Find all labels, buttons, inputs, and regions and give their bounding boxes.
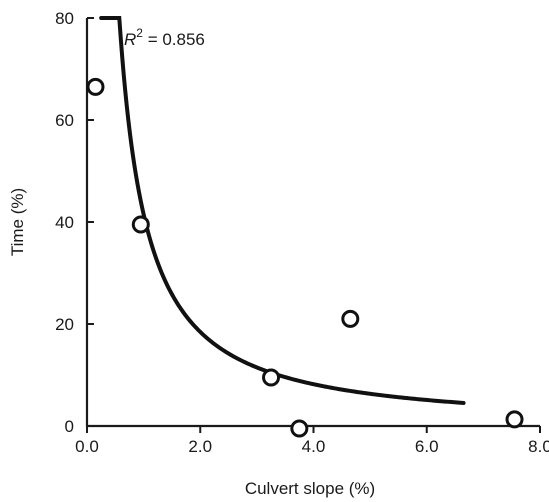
x-tick-label: 2.0 — [188, 437, 212, 456]
x-tick-label: 6.0 — [415, 437, 439, 456]
fit-curve — [99, 16, 466, 405]
data-point — [341, 309, 360, 328]
y-axis-label: Time (%) — [8, 188, 27, 256]
y-tick-label: 20 — [55, 315, 74, 334]
data-point — [505, 410, 524, 429]
data-point — [86, 77, 105, 96]
data-point — [290, 419, 309, 438]
y-tick-label: 60 — [55, 111, 74, 130]
y-tick-label: 0 — [65, 417, 74, 436]
x-tick-label: 4.0 — [302, 437, 326, 456]
r-exponent: 2 — [136, 26, 143, 40]
r-symbol: R — [124, 30, 136, 49]
y-tick-label: 80 — [55, 9, 74, 28]
x-axis-ticks: 0.0 2.0 4.0 6.0 8.0 — [75, 426, 549, 456]
y-axis-ticks: 0 20 40 60 80 — [55, 9, 94, 436]
x-tick-label: 8.0 — [528, 437, 549, 456]
x-axis-label: Culvert slope (%) — [245, 479, 375, 498]
data-point — [262, 368, 281, 387]
plot-area — [85, 18, 540, 428]
r-value: = 0.856 — [143, 30, 205, 49]
data-point — [131, 215, 150, 234]
y-tick-label: 40 — [55, 213, 74, 232]
x-tick-label: 0.0 — [75, 437, 99, 456]
data-points — [86, 77, 524, 438]
r-squared-annotation: R2 = 0.856 — [124, 26, 205, 49]
